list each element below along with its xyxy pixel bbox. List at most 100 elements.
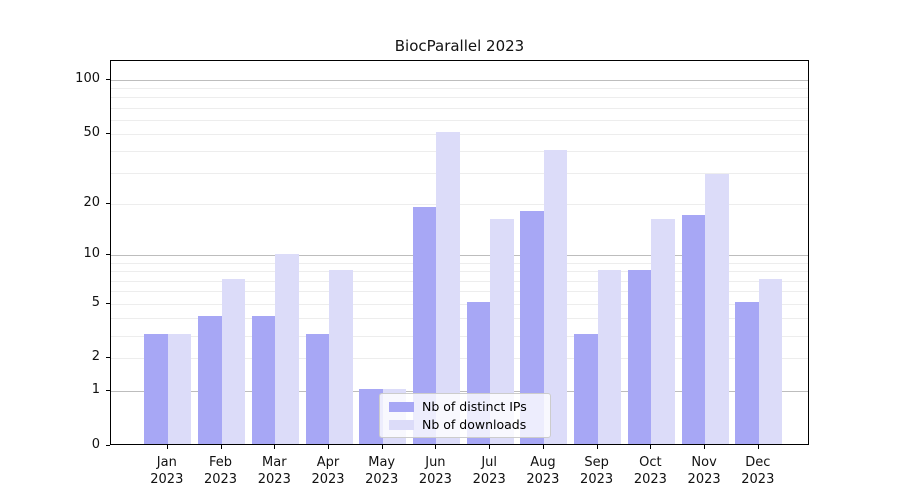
bar-downloads-jan [167, 334, 192, 444]
legend-swatch-downloads [389, 419, 414, 430]
x-tick-label-nov: Nov 2023 [676, 454, 732, 488]
y-tick-mark-100 [106, 78, 110, 80]
y-tick-mark-2 [106, 357, 110, 359]
x-tick-month: Jun [425, 455, 446, 470]
gridline-minor-80 [111, 97, 808, 99]
x-tick-year: 2023 [203, 472, 238, 487]
x-tick-month: May [368, 455, 396, 470]
y-tick-label-20: 20 [83, 195, 100, 211]
x-tick-month: Nov [691, 455, 717, 470]
bar-downloads-jun [436, 132, 460, 444]
bar-downloads-feb [221, 279, 245, 444]
x-tick-year: 2023 [741, 472, 775, 487]
gridline-minor-90 [111, 88, 808, 89]
x-tick-label-dec: Dec 2023 [730, 454, 786, 488]
x-tick-label-jan: Jan 2023 [139, 454, 195, 488]
x-tick-month: Aug [530, 455, 556, 470]
gridline-major-100 [111, 79, 808, 81]
x-tick-mark-nov [704, 445, 706, 449]
x-tick-mark-jan [166, 445, 168, 449]
x-tick-mark-jun [435, 445, 437, 449]
y-tick-label-100: 100 [75, 70, 100, 86]
x-tick-year: 2023 [687, 472, 721, 487]
bar-downloads-jul [490, 219, 514, 444]
y-tick-mark-5 [106, 302, 110, 304]
x-tick-month: Oct [639, 455, 662, 470]
bar-distinct-ips-sep [574, 334, 598, 444]
plot-area: Nb of distinct IPs Nb of downloads [110, 60, 809, 445]
chart-title: BiocParallel 2023 [394, 37, 525, 55]
y-tick-mark-0 [106, 444, 110, 446]
bar-distinct-ips-mar [251, 316, 276, 444]
x-tick-month: Dec [745, 455, 771, 470]
x-tick-label-jun: Jun 2023 [407, 454, 463, 488]
x-tick-month: Jul [481, 455, 498, 470]
x-tick-month: Mar [262, 455, 287, 470]
x-tick-label-sep: Sep 2023 [569, 454, 625, 488]
x-tick-year: 2023 [633, 472, 667, 487]
x-tick-label-feb: Feb 2023 [193, 454, 249, 488]
bar-downloads-mar [275, 253, 299, 444]
x-tick-month: Apr [316, 455, 340, 470]
y-tick-mark-20 [106, 203, 110, 205]
bar-distinct-ips-apr [305, 334, 329, 444]
y-tick-label-10: 10 [83, 246, 100, 262]
bar-distinct-ips-nov [681, 214, 706, 444]
x-tick-mark-sep [596, 445, 598, 449]
legend: Nb of distinct IPs Nb of downloads [379, 393, 551, 438]
x-tick-mark-aug [542, 445, 544, 449]
x-tick-year: 2023 [257, 472, 291, 487]
bar-distinct-ips-dec [735, 302, 759, 444]
bar-distinct-ips-jun [412, 206, 437, 444]
y-tick-label-50: 50 [83, 124, 100, 140]
bar-downloads-nov [705, 174, 729, 444]
x-tick-mark-apr [328, 445, 329, 449]
x-tick-year: 2023 [150, 472, 184, 487]
x-tick-month: Feb [208, 455, 233, 470]
bar-distinct-ips-may [359, 389, 383, 444]
x-tick-label-mar: Mar 2023 [246, 454, 302, 488]
legend-label-distinct-ips: Nb of distinct IPs [422, 399, 527, 414]
legend-label-downloads: Nb of downloads [422, 417, 527, 432]
y-tick-mark-1 [106, 389, 110, 391]
x-tick-year: 2023 [365, 472, 399, 487]
x-tick-label-aug: Aug 2023 [515, 454, 571, 488]
y-tick-mark-50 [106, 132, 110, 134]
x-tick-year: 2023 [580, 472, 614, 487]
legend-swatch-distinct-ips [389, 401, 414, 412]
x-tick-label-oct: Oct 2023 [622, 454, 678, 488]
bar-downloads-aug [543, 149, 568, 444]
legend-entry-distinct-ips: Nb of distinct IPs [389, 399, 541, 414]
x-tick-year: 2023 [311, 472, 345, 487]
x-tick-mark-feb [220, 445, 222, 449]
bar-downloads-oct [651, 219, 675, 444]
bar-distinct-ips-feb [198, 316, 222, 444]
x-tick-year: 2023 [472, 472, 506, 487]
x-tick-mark-oct [650, 445, 652, 449]
x-tick-month: Jan [156, 455, 177, 470]
x-tick-mark-may [381, 445, 383, 449]
x-tick-label-apr: Apr 2023 [300, 454, 356, 488]
bar-downloads-sep [597, 269, 622, 444]
y-tick-label-5: 5 [91, 294, 100, 310]
x-tick-label-jul: Jul 2023 [461, 454, 517, 488]
bar-downloads-apr [329, 269, 353, 444]
gridline-minor-70 [111, 107, 808, 109]
y-tick-label-2: 2 [91, 349, 100, 365]
x-tick-mark-mar [274, 445, 276, 449]
legend-entry-downloads: Nb of downloads [389, 417, 541, 432]
bar-distinct-ips-aug [520, 210, 544, 444]
x-tick-mark-dec [757, 445, 759, 449]
x-tick-year: 2023 [418, 472, 452, 487]
x-tick-mark-jul [489, 445, 491, 449]
x-tick-month: Sep [584, 455, 609, 470]
gridline-minor-60 [111, 119, 808, 121]
bar-distinct-ips-oct [627, 269, 652, 444]
bar-downloads-dec [758, 279, 783, 444]
y-tick-mark-10 [106, 254, 110, 256]
x-tick-year: 2023 [526, 472, 560, 487]
y-tick-label-1: 1 [91, 381, 100, 397]
x-tick-label-may: May 2023 [354, 454, 410, 488]
bar-distinct-ips-jan [144, 334, 168, 444]
